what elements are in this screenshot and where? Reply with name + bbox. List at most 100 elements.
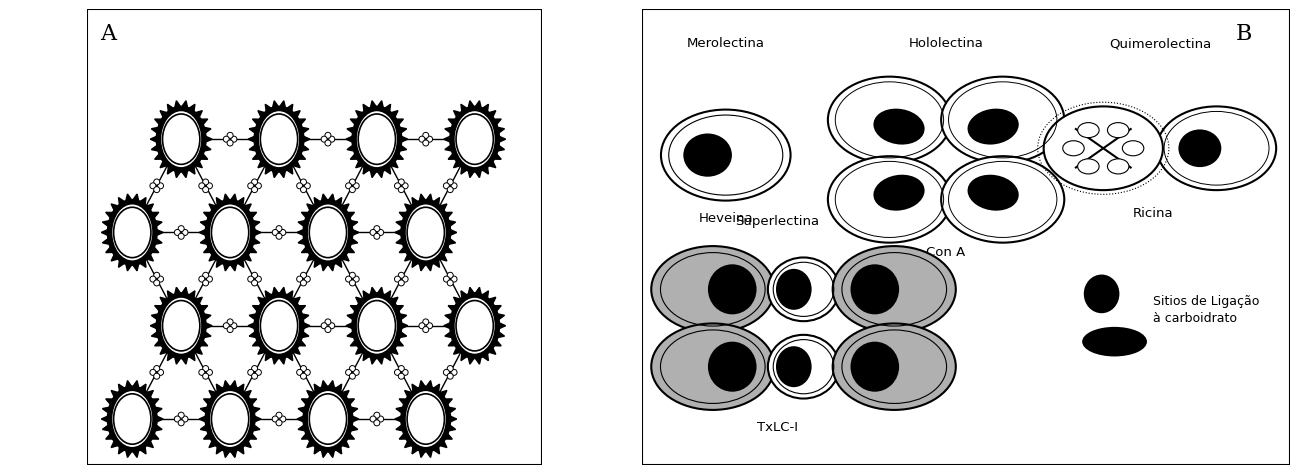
Polygon shape	[321, 262, 328, 271]
Circle shape	[329, 136, 334, 142]
Polygon shape	[188, 104, 194, 113]
Circle shape	[301, 179, 306, 185]
Ellipse shape	[207, 202, 253, 263]
Text: Merolectina: Merolectina	[687, 37, 765, 50]
Polygon shape	[145, 391, 153, 399]
Circle shape	[447, 187, 454, 192]
Polygon shape	[139, 445, 146, 454]
Polygon shape	[454, 110, 463, 119]
Polygon shape	[188, 291, 194, 300]
Polygon shape	[181, 287, 188, 296]
Polygon shape	[145, 204, 153, 212]
Ellipse shape	[968, 175, 1019, 210]
Polygon shape	[159, 346, 168, 354]
Ellipse shape	[403, 388, 448, 450]
Circle shape	[447, 373, 454, 379]
Polygon shape	[341, 439, 349, 447]
Polygon shape	[314, 384, 321, 393]
Circle shape	[350, 272, 355, 278]
Polygon shape	[363, 291, 371, 300]
Polygon shape	[419, 381, 426, 389]
Circle shape	[251, 373, 258, 379]
Circle shape	[325, 140, 330, 146]
Polygon shape	[321, 381, 328, 389]
Polygon shape	[443, 399, 452, 406]
Circle shape	[154, 373, 159, 379]
Circle shape	[301, 272, 306, 278]
Polygon shape	[492, 153, 502, 159]
Circle shape	[206, 276, 213, 282]
Circle shape	[178, 233, 184, 239]
Polygon shape	[167, 104, 175, 113]
Polygon shape	[292, 160, 301, 168]
Polygon shape	[314, 258, 321, 267]
Polygon shape	[126, 449, 132, 457]
Ellipse shape	[850, 342, 899, 392]
Circle shape	[447, 280, 454, 286]
Circle shape	[255, 183, 262, 189]
Polygon shape	[425, 449, 433, 457]
Polygon shape	[132, 262, 139, 271]
Polygon shape	[314, 445, 321, 454]
Polygon shape	[412, 198, 420, 207]
Polygon shape	[150, 246, 159, 253]
Polygon shape	[279, 100, 286, 109]
Polygon shape	[216, 198, 224, 207]
Polygon shape	[216, 384, 224, 393]
Polygon shape	[200, 415, 207, 423]
Polygon shape	[307, 253, 315, 261]
Polygon shape	[363, 352, 371, 361]
Circle shape	[301, 280, 306, 286]
Polygon shape	[438, 391, 447, 399]
Polygon shape	[150, 322, 158, 329]
Polygon shape	[347, 127, 356, 134]
Polygon shape	[229, 449, 237, 457]
Circle shape	[394, 276, 400, 282]
Circle shape	[398, 373, 404, 379]
Text: Superlectina: Superlectina	[736, 215, 819, 228]
Circle shape	[248, 369, 254, 375]
Polygon shape	[198, 119, 207, 126]
Polygon shape	[468, 356, 476, 364]
Polygon shape	[272, 100, 280, 109]
Circle shape	[150, 183, 156, 189]
Polygon shape	[285, 104, 293, 113]
Polygon shape	[398, 144, 407, 151]
Polygon shape	[193, 346, 202, 354]
Circle shape	[419, 323, 425, 329]
Circle shape	[272, 416, 279, 422]
Polygon shape	[193, 297, 202, 305]
Polygon shape	[321, 449, 328, 457]
Polygon shape	[167, 291, 175, 300]
Polygon shape	[175, 169, 181, 178]
Polygon shape	[404, 391, 413, 399]
Polygon shape	[454, 297, 463, 305]
Circle shape	[941, 77, 1064, 163]
Polygon shape	[395, 229, 403, 236]
Circle shape	[206, 369, 213, 375]
Circle shape	[1108, 159, 1129, 174]
Circle shape	[321, 323, 327, 329]
Polygon shape	[334, 258, 342, 267]
Ellipse shape	[767, 257, 840, 321]
Polygon shape	[242, 439, 251, 447]
Ellipse shape	[708, 342, 757, 392]
Circle shape	[301, 373, 306, 379]
Polygon shape	[292, 110, 301, 119]
Polygon shape	[153, 424, 162, 431]
Polygon shape	[298, 407, 307, 414]
Polygon shape	[349, 407, 358, 414]
Polygon shape	[301, 144, 308, 151]
Polygon shape	[445, 144, 454, 151]
Circle shape	[1122, 141, 1144, 156]
Polygon shape	[285, 352, 293, 361]
Circle shape	[301, 187, 306, 192]
Circle shape	[223, 136, 229, 142]
Circle shape	[297, 276, 303, 282]
Polygon shape	[404, 204, 413, 212]
Circle shape	[373, 412, 380, 418]
Polygon shape	[399, 399, 408, 406]
Polygon shape	[152, 144, 161, 151]
Polygon shape	[249, 331, 258, 338]
Polygon shape	[498, 136, 505, 143]
